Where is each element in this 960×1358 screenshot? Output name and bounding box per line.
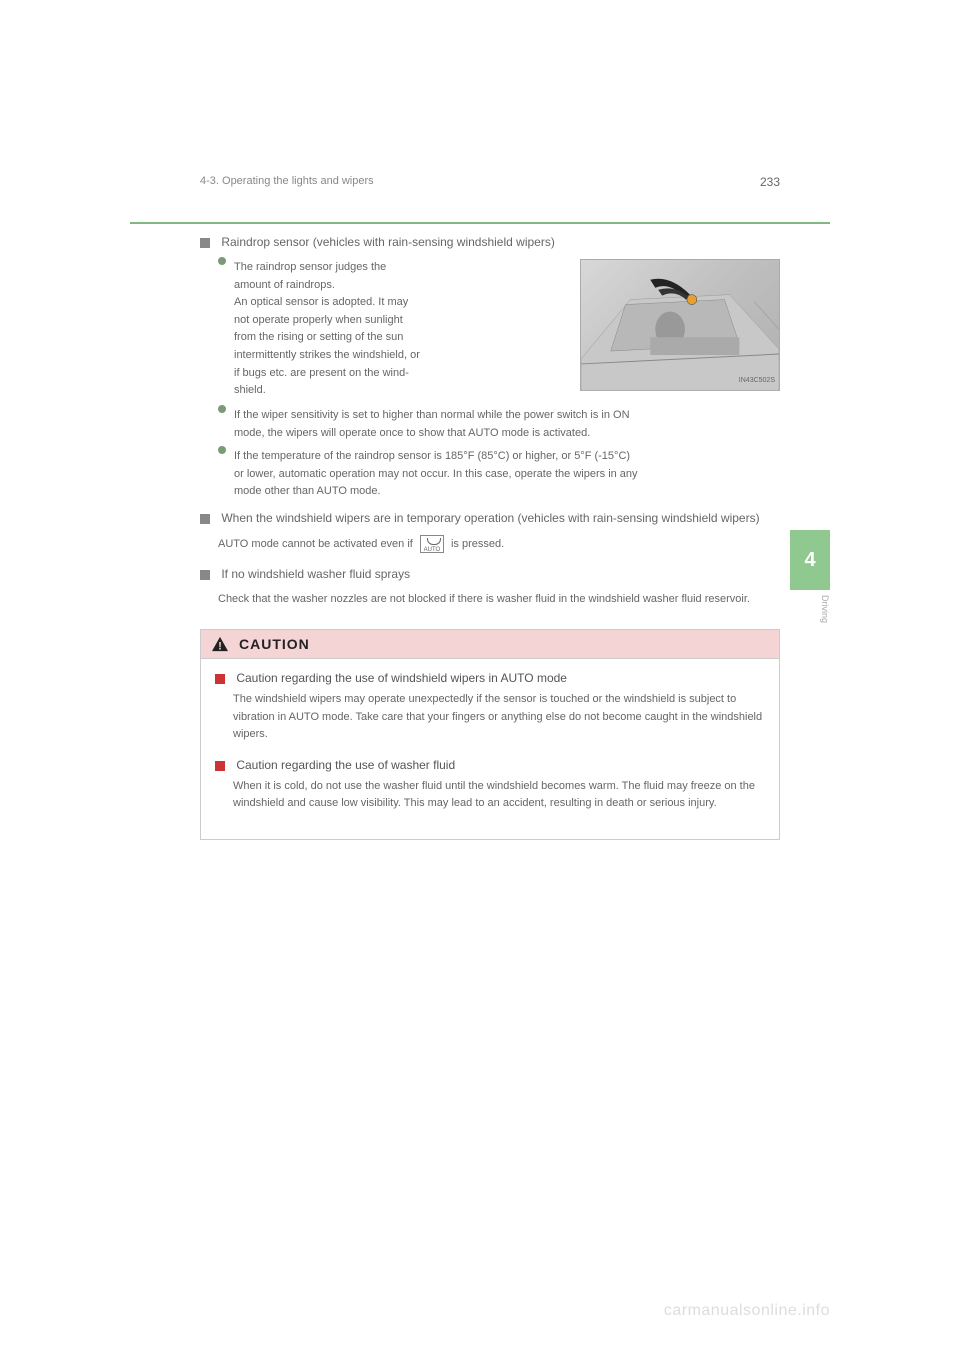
bullet-item: IN43C502S The raindrop sensor judges the… xyxy=(218,259,780,401)
page-content: Raindrop sensor (vehicles with rain-sens… xyxy=(200,235,780,840)
bullet-line: An optical sensor is adopted. It may xyxy=(234,296,408,308)
bullet-line: or lower, automatic operation may not oc… xyxy=(234,468,638,480)
caution-title: CAUTION xyxy=(239,636,310,652)
wiper-auto-icon: AUTO xyxy=(420,535,444,553)
caution-item-title-text: Caution regarding the use of windshield … xyxy=(236,671,567,685)
section-label: 4-3. Operating the lights and wipers xyxy=(200,175,374,187)
sensor-illustration: IN43C502S xyxy=(580,259,780,391)
bullet-line: if bugs etc. are present on the wind- xyxy=(234,367,409,379)
bullet-item: If the wiper sensitivity is set to highe… xyxy=(218,407,780,442)
red-square-icon xyxy=(215,761,225,771)
watermark-url: carmanualsonline.info xyxy=(664,1302,830,1320)
bullet-line: intermittently strikes the windshield, o… xyxy=(234,349,420,361)
bullet-line: If the wiper sensitivity is set to highe… xyxy=(234,409,630,421)
round-bullet-icon xyxy=(218,405,226,413)
section-title-text: When the windshield wipers are in tempor… xyxy=(221,511,759,525)
header-divider xyxy=(130,222,830,224)
caution-item-title: Caution regarding the use of washer flui… xyxy=(215,758,765,772)
bullet-line: amount of raindrops. xyxy=(234,279,335,291)
caution-body: Caution regarding the use of windshield … xyxy=(201,659,779,839)
bullet-text: IN43C502S The raindrop sensor judges the… xyxy=(234,259,780,401)
section-body: IN43C502S The raindrop sensor judges the… xyxy=(218,259,780,501)
chapter-number: 4 xyxy=(804,549,815,572)
caution-header: ! CAUTION xyxy=(201,630,779,659)
bullet-line: mode other than AUTO mode. xyxy=(234,485,381,497)
section-body-text: Check that the washer nozzles are not bl… xyxy=(218,593,750,605)
section-title: If no windshield washer fluid sprays xyxy=(200,567,780,581)
red-square-icon xyxy=(215,674,225,684)
chapter-tab: 4 xyxy=(790,530,830,590)
square-bullet-icon xyxy=(200,514,210,524)
section-body-text: AUTO mode cannot be activated even if AU… xyxy=(218,538,504,550)
square-bullet-icon xyxy=(200,570,210,580)
round-bullet-icon xyxy=(218,446,226,454)
bullet-line: not operate properly when sunlight xyxy=(234,314,403,326)
caution-box: ! CAUTION Caution regarding the use of w… xyxy=(200,629,780,840)
bullet-text: If the wiper sensitivity is set to highe… xyxy=(234,407,780,442)
caution-item-title: Caution regarding the use of windshield … xyxy=(215,671,765,685)
bullet-text: If the temperature of the raindrop senso… xyxy=(234,448,780,501)
car-windshield-svg xyxy=(581,260,779,391)
section-title: When the windshield wipers are in tempor… xyxy=(200,511,780,525)
section-title-text: Raindrop sensor (vehicles with rain-sens… xyxy=(221,235,554,249)
bullet-line: The raindrop sensor judges the xyxy=(234,261,386,273)
svg-text:!: ! xyxy=(218,640,222,652)
bullet-line: from the rising or setting of the sun xyxy=(234,331,403,343)
bullet-item: If the temperature of the raindrop senso… xyxy=(218,448,780,501)
section-body: AUTO mode cannot be activated even if AU… xyxy=(218,535,780,554)
page-number: 233 xyxy=(760,175,780,189)
section-title: Raindrop sensor (vehicles with rain-sens… xyxy=(200,235,780,249)
section-title-text: If no windshield washer fluid sprays xyxy=(221,567,410,581)
bullet-line: shield. xyxy=(234,384,266,396)
chapter-tab-label: Driving xyxy=(790,595,830,623)
caution-item-body: The windshield wipers may operate unexpe… xyxy=(233,691,765,744)
warning-icon: ! xyxy=(211,636,229,652)
caution-item-title-text: Caution regarding the use of washer flui… xyxy=(236,758,455,772)
bullet-line: If the temperature of the raindrop senso… xyxy=(234,450,630,462)
caution-item-body: When it is cold, do not use the washer f… xyxy=(233,778,765,813)
section-body: Check that the washer nozzles are not bl… xyxy=(218,591,780,609)
manual-page: 4-3. Operating the lights and wipers 233… xyxy=(0,0,960,215)
image-code-label: IN43C502S xyxy=(739,375,775,386)
bullet-line: mode, the wipers will operate once to sh… xyxy=(234,427,590,439)
square-bullet-icon xyxy=(200,238,210,248)
round-bullet-icon xyxy=(218,257,226,265)
